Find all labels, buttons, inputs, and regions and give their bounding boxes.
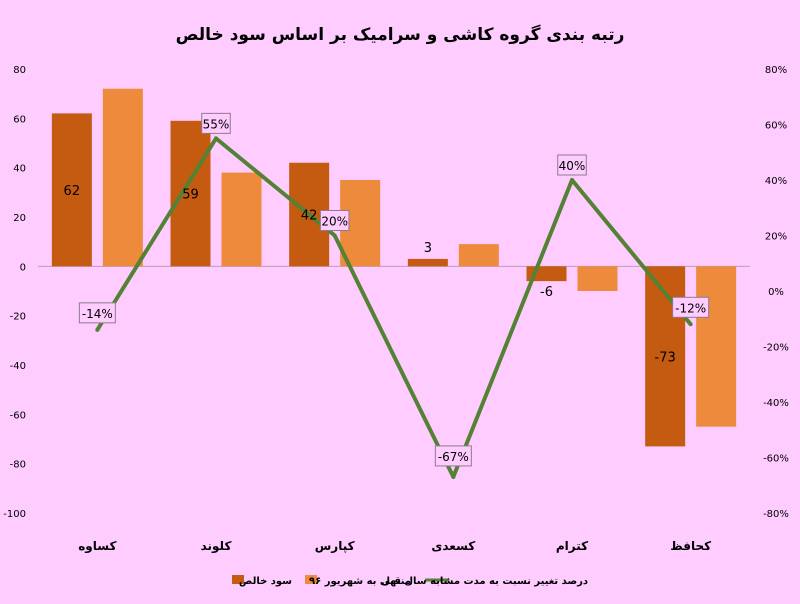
bar-data-label: -73 <box>655 350 676 365</box>
line-data-label: -12% <box>675 301 706 315</box>
line-point <box>332 233 337 238</box>
right-tick-label: -60% <box>763 454 789 465</box>
bars <box>51 88 737 447</box>
line-data-label: -14% <box>82 307 113 321</box>
line-series <box>95 136 693 479</box>
point-label-box <box>78 302 116 324</box>
legend-label: درصد تغییر نسبت به مدت مشابه سال قبل <box>381 576 588 587</box>
left-tick-label: 40 <box>13 164 26 175</box>
bar-data-label: 59 <box>182 188 199 203</box>
left-tick-label: 20 <box>13 213 26 224</box>
change-percent-line <box>95 136 693 479</box>
line-point <box>451 474 456 479</box>
line-data-label: 40% <box>559 159 586 173</box>
bar-data-label: 3 <box>424 241 432 256</box>
legend-label: سود خالص <box>239 576 292 587</box>
point-label-box <box>672 296 710 318</box>
point-label-box <box>557 154 587 176</box>
right-tick-label: 40% <box>765 176 787 187</box>
line-point <box>214 136 218 141</box>
legend-swatch <box>305 575 317 584</box>
left-tick-label: -80 <box>10 460 26 471</box>
bar-net-profit <box>51 113 92 267</box>
right-tick-label: -40% <box>763 398 789 409</box>
bar-prior-period <box>458 244 499 267</box>
right-tick-label: -20% <box>763 343 789 354</box>
category-label: کترام <box>556 539 588 554</box>
line-data-label: 55% <box>203 117 230 131</box>
bar-net-profit <box>170 120 211 267</box>
legend-swatch <box>232 575 244 584</box>
left-tick-label: -40 <box>10 361 26 372</box>
chart-title: رتبه بندی گروه کاشی و سرامیک بر اساس سود… <box>176 24 625 45</box>
left-tick-label: 60 <box>13 114 26 125</box>
category-label: کحافظ <box>670 539 711 553</box>
left-axis: 80 60 40 20 0 -20 -40 -60 -80 -100 <box>3 65 26 520</box>
left-tick-label: -20 <box>10 312 26 323</box>
bar-data-label: 42 <box>301 209 318 224</box>
right-tick-label: 20% <box>765 232 787 243</box>
point-label-box <box>201 112 231 134</box>
bar-prior-period <box>696 266 737 427</box>
line-data-label: 20% <box>321 215 348 229</box>
right-tick-label: 60% <box>765 121 787 132</box>
category-axis: کساوه کلوند کپارس کسعدی کترام کحافظ <box>78 539 711 554</box>
left-tick-label: -60 <box>10 410 26 421</box>
point-label-box <box>319 210 350 231</box>
category-label: کلوند <box>201 539 232 554</box>
bar-net-profit <box>407 258 448 267</box>
bar-labels: 62 59 42 3 -6 -73 <box>64 184 676 366</box>
bar-prior-period <box>221 172 262 267</box>
category-label: کسعدی <box>431 539 475 553</box>
point-labels: -14% 55% 20% -67% 40% -12% <box>78 112 710 467</box>
left-tick-label: -100 <box>3 509 26 520</box>
point-label-box <box>434 445 472 467</box>
line-point <box>570 178 574 182</box>
bar-prior-period <box>102 88 143 267</box>
category-label: کساوه <box>78 539 116 554</box>
line-data-label: -67% <box>438 450 469 464</box>
bar-data-label: 62 <box>64 184 81 199</box>
bar-prior-period <box>577 266 618 291</box>
left-tick-label: 0 <box>20 262 26 273</box>
category-label: کپارس <box>315 539 355 553</box>
line-point <box>688 322 693 327</box>
right-tick-label: 0% <box>768 287 784 298</box>
right-tick-label: -80% <box>763 509 789 520</box>
legend-label: منتهی به شهریور ۹۶ <box>309 576 411 587</box>
right-axis: 80% 60% 40% 20% 0% -20% -40% -60% -80% <box>763 65 789 520</box>
left-tick-label: 80 <box>13 65 26 76</box>
right-tick-label: 80% <box>765 65 787 76</box>
bar-data-label: -6 <box>540 285 553 300</box>
line-point <box>95 327 100 332</box>
